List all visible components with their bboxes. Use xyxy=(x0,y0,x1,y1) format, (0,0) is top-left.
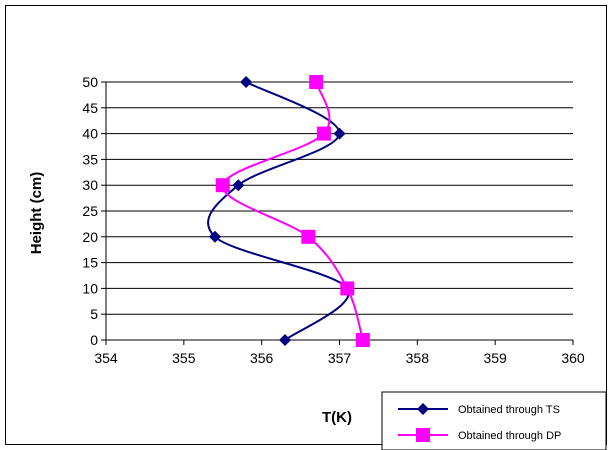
data-point-series-2 xyxy=(309,75,324,89)
y-tick-label: 45 xyxy=(82,100,98,116)
legend-label-2: Obtained through DP xyxy=(458,430,561,442)
data-point-series-1 xyxy=(279,334,292,346)
x-tick-label: 358 xyxy=(406,350,430,366)
gridlines xyxy=(106,81,573,341)
y-tick-label: 25 xyxy=(82,203,98,219)
legend-label-1: Obtained through TS xyxy=(458,404,560,416)
x-axis-title: T(K) xyxy=(322,409,352,426)
data-point-series-1 xyxy=(333,127,346,140)
data-point-series-2 xyxy=(355,333,370,347)
data-point-series-2 xyxy=(340,281,355,296)
series-layer xyxy=(207,75,370,347)
x-tick-label: 354 xyxy=(94,350,118,366)
y-tick-label: 50 xyxy=(82,74,98,90)
data-point-series-2 xyxy=(215,178,230,193)
y-tick-label: 35 xyxy=(82,151,98,167)
x-tick-label: 360 xyxy=(561,350,585,366)
legend-marker-1 xyxy=(417,403,429,415)
x-tick-label: 359 xyxy=(483,350,507,366)
y-tick-label: 15 xyxy=(82,255,98,271)
y-tick-label: 0 xyxy=(90,332,98,348)
data-point-series-1 xyxy=(208,230,221,243)
y-tick-label: 40 xyxy=(82,126,98,142)
x-tick-labels: 354 355 356 357 358 359 360 xyxy=(94,350,585,366)
x-tick-label: 356 xyxy=(250,350,274,366)
y-axis-title: Height (cm) xyxy=(28,172,45,255)
data-point-series-2 xyxy=(316,126,331,141)
legend-marker-2 xyxy=(416,428,430,442)
y-tick-label: 5 xyxy=(90,306,98,322)
chart-frame xyxy=(5,5,607,445)
data-point-series-1 xyxy=(232,179,245,192)
legend: Obtained through TS Obtained through DP xyxy=(381,391,607,450)
y-tick-labels: 0 5 10 15 20 25 30 35 40 45 50 xyxy=(82,74,98,348)
data-point-series-2 xyxy=(301,229,316,244)
y-tick-label: 10 xyxy=(82,280,98,296)
y-tick-label: 30 xyxy=(82,177,98,193)
axes xyxy=(101,81,574,345)
y-tick-label: 20 xyxy=(82,229,98,245)
x-tick-label: 355 xyxy=(172,350,196,366)
x-tick-label: 357 xyxy=(328,350,352,366)
data-point-series-1 xyxy=(240,76,253,88)
